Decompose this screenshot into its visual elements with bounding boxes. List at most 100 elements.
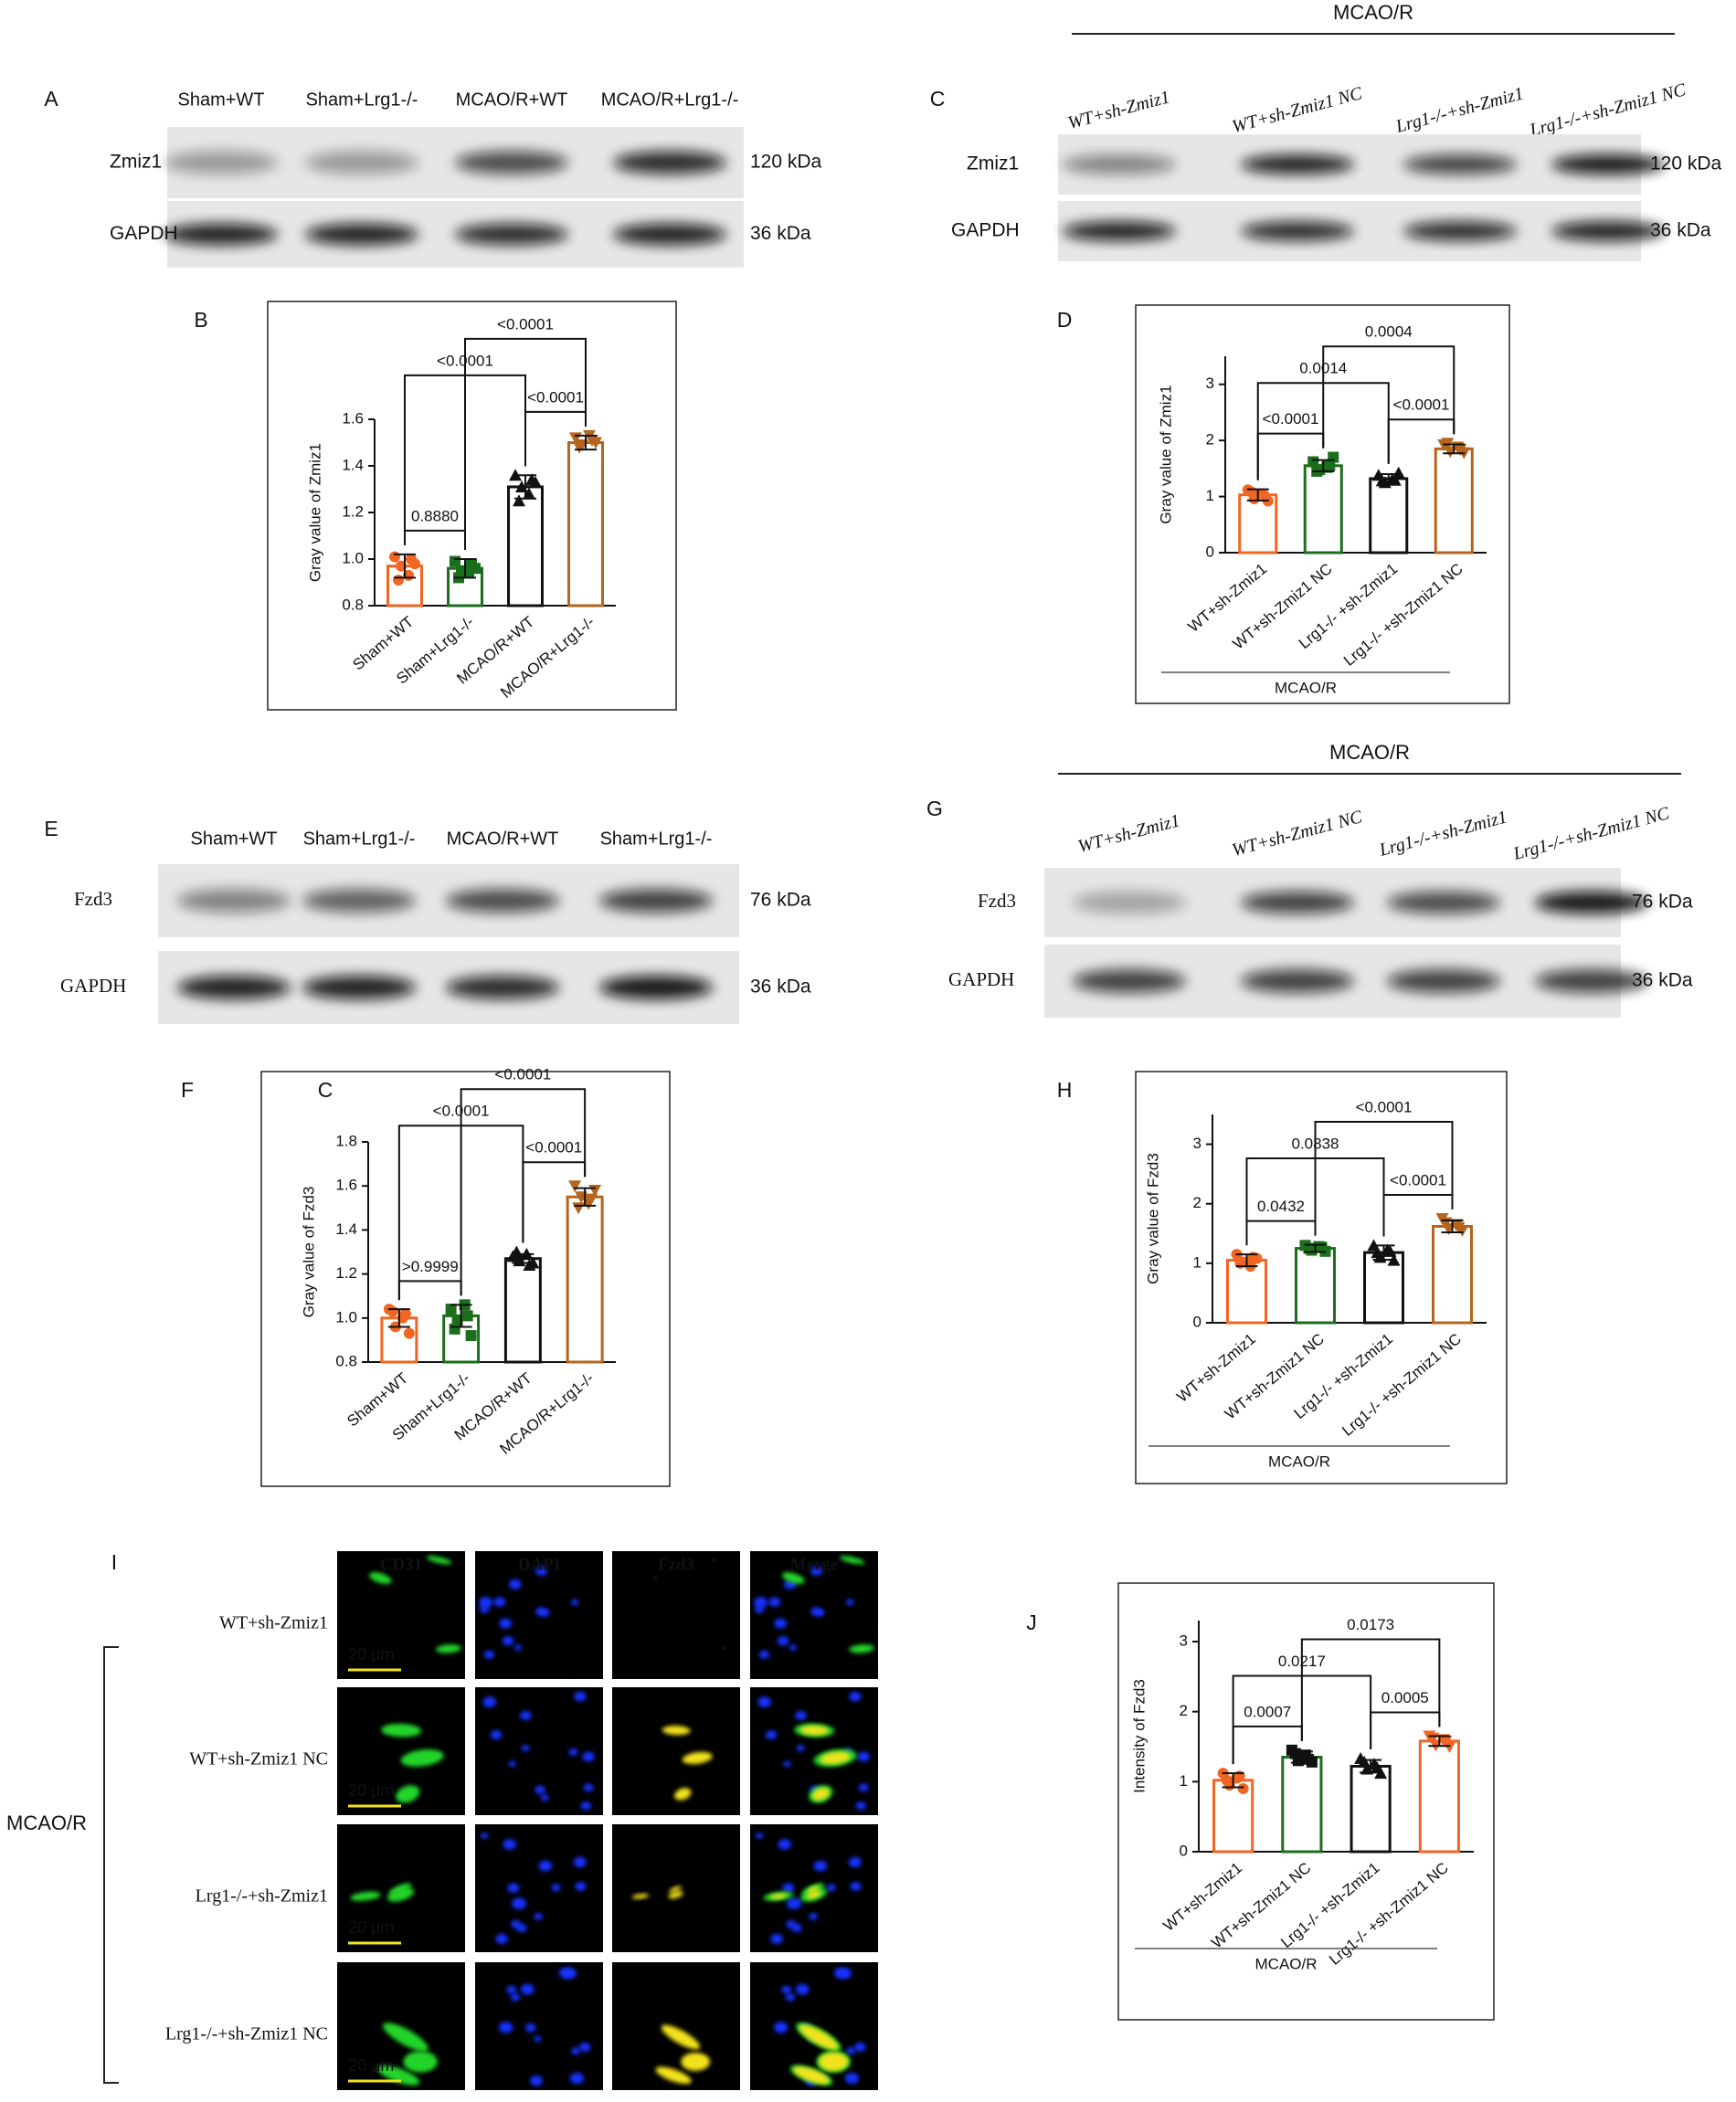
micrograph <box>475 1962 603 2090</box>
cd31-signal <box>376 2065 420 2086</box>
nucleus <box>774 1618 788 1629</box>
blot-band <box>1403 221 1517 241</box>
nucleus <box>849 1691 862 1702</box>
cd31-signal <box>400 1748 444 1767</box>
scale-bar-label: 20 μm <box>348 1781 394 1800</box>
nucleus <box>758 1650 770 1659</box>
group-label: MCAO/R <box>1255 1955 1318 1972</box>
p-value: <0.0001 <box>494 1066 551 1083</box>
panel-label: B <box>194 308 207 332</box>
significance-bracket <box>460 1088 587 1296</box>
y-tick-label: 2 <box>1206 431 1214 449</box>
blot-band <box>1551 154 1665 174</box>
cd31-signal <box>387 1887 415 1902</box>
y-tick-label: 1.4 <box>335 1220 357 1238</box>
y-axis-label: Gray value of Fzd3 <box>1144 1153 1161 1284</box>
nucleus <box>580 1801 592 1811</box>
blot-band <box>305 223 418 246</box>
error-bar <box>450 1304 472 1328</box>
data-point <box>586 434 598 447</box>
nucleus <box>789 1644 797 1651</box>
p-value: 0.0004 <box>1365 323 1413 341</box>
y-tick-label: 0.8 <box>335 1352 357 1369</box>
bar <box>1432 1224 1473 1325</box>
nucleus <box>524 2023 536 2033</box>
nucleus <box>795 1983 810 1995</box>
lane-label: WT+sh-Zmiz1 NC <box>1230 807 1365 861</box>
nucleus <box>768 1597 781 1607</box>
y-axis-label: Gray value of Zmiz1 <box>306 443 323 582</box>
nucleus <box>508 1760 516 1768</box>
nucleus <box>499 1618 513 1629</box>
error-bar <box>1246 488 1269 502</box>
group-label: MCAO/R <box>1333 1 1413 24</box>
p-value: 0.0005 <box>1381 1689 1429 1706</box>
nucleus <box>571 2047 581 2055</box>
group-label: MCAO/R <box>1275 679 1337 696</box>
bar <box>503 1257 542 1364</box>
fzd3-signal <box>681 2052 711 2071</box>
blot-band <box>164 151 278 174</box>
fzd3-signal <box>812 1788 830 1801</box>
blot-band <box>302 889 416 913</box>
y-tick-label: 1.2 <box>342 502 364 520</box>
chart-frame <box>267 301 677 711</box>
nucleus <box>516 1923 527 1933</box>
error-bar <box>1222 1772 1244 1789</box>
y-tick-label: 1.0 <box>342 549 364 566</box>
fzd3-signal <box>820 1751 851 1765</box>
nucleus <box>520 1710 532 1720</box>
error-bar <box>1312 459 1335 472</box>
row-label: GAPDH <box>60 975 126 997</box>
nucleus <box>540 1609 550 1617</box>
fzd3-signal <box>792 1577 795 1579</box>
bar <box>1369 477 1409 555</box>
size-label: 36 kDa <box>1650 220 1711 241</box>
data-point <box>461 1310 473 1322</box>
y-tick-label: 1 <box>1193 1253 1201 1271</box>
scale-bar-label: 20 μm <box>348 1918 394 1937</box>
fzd3-signal <box>662 1726 691 1736</box>
error-bar <box>512 1252 535 1264</box>
nucleus <box>815 1609 825 1617</box>
lane-label: Lrg1-/-+sh-Zmiz1 <box>1376 807 1509 861</box>
chart-frame <box>260 1071 671 1487</box>
data-point <box>386 1305 398 1317</box>
blot-band <box>305 151 418 174</box>
p-value: 0.0173 <box>1347 1616 1394 1633</box>
y-tick-label: 1.0 <box>335 1308 357 1326</box>
data-point <box>1383 1244 1397 1257</box>
fzd3-signal <box>654 1577 657 1579</box>
panel-label: D <box>1057 308 1073 332</box>
data-point <box>585 1193 598 1206</box>
fzd3-signal <box>851 1558 853 1561</box>
data-point <box>1371 1246 1384 1259</box>
blot-band <box>1241 969 1354 993</box>
fzd3-signal <box>819 2052 849 2071</box>
panel-label: C <box>930 87 946 111</box>
cd31-signal <box>383 2023 429 2052</box>
x-tick-label: Lrg1-/- +sh-Zmiz1 NC <box>1339 1330 1465 1440</box>
row-label: Lrg1-/-+sh-Zmiz1 NC <box>165 2024 328 2044</box>
nucleus <box>858 1783 869 1792</box>
row-label: Zmiz1 <box>110 152 162 173</box>
nucleus <box>785 1993 796 2002</box>
p-value: >0.9999 <box>402 1258 459 1275</box>
bar <box>566 1195 604 1364</box>
error-bar <box>1290 1750 1313 1764</box>
data-point <box>1358 1755 1371 1768</box>
chart-frame <box>1117 1582 1495 2021</box>
error-bar <box>387 1308 410 1328</box>
p-value: <0.0001 <box>1393 396 1450 414</box>
nucleus <box>783 1760 791 1768</box>
fzd3-signal <box>807 1885 820 1893</box>
nucleus <box>521 1745 530 1752</box>
y-tick-label: 2 <box>1180 1702 1188 1719</box>
y-axis-label: Intensity of Fzd3 <box>1130 1679 1148 1793</box>
data-point <box>1237 1783 1249 1794</box>
panel-label: G <box>926 797 943 820</box>
blot-band <box>302 976 416 999</box>
nucleus <box>810 1566 823 1576</box>
nucleus <box>535 1566 548 1576</box>
blot-band <box>446 889 559 913</box>
